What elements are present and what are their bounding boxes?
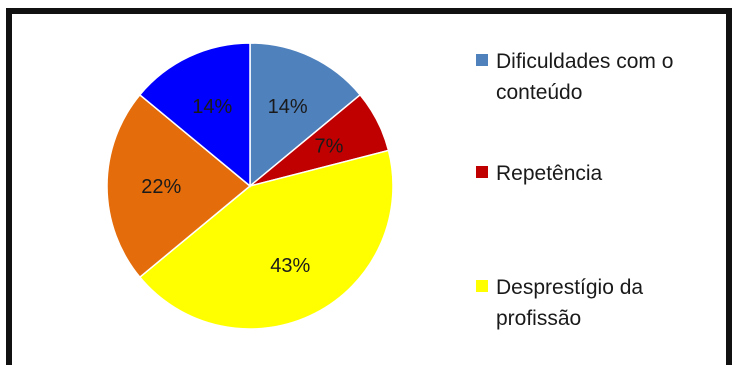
pie-slice-label-0: 14%	[268, 96, 308, 118]
legend-swatch-desprestigio	[476, 280, 488, 292]
pie-slice-4	[138, 42, 251, 188]
chart-frame: 14% 7% 43% 22% 14% Dificuldades com o conteú…	[6, 8, 732, 365]
pie-chart: 14% 7% 43% 22% 14%	[106, 42, 394, 330]
pie-slice-label-2: 43%	[270, 255, 310, 277]
legend-label-desprestigio: Desprestígio da profissão	[496, 276, 644, 330]
legend-swatch-repetencia	[476, 166, 488, 178]
legend-label-repetencia: Repetência	[496, 162, 603, 185]
pie-slice-label-1: 7%	[315, 136, 344, 158]
pie-slices	[106, 42, 394, 330]
legend-swatch-dificuldades	[476, 54, 488, 66]
pie-slice-label-3: 22%	[141, 176, 181, 198]
legend-label-dificuldades: Dificuldades com o conteúdo	[496, 50, 674, 104]
pie-slice-label-4: 14%	[192, 96, 232, 118]
pie-slice-labels: 14% 7% 43% 22% 14%	[141, 96, 343, 277]
pie-slice-2	[138, 149, 394, 330]
pie-slice-3	[106, 93, 252, 279]
pie-slice-0	[249, 42, 362, 188]
